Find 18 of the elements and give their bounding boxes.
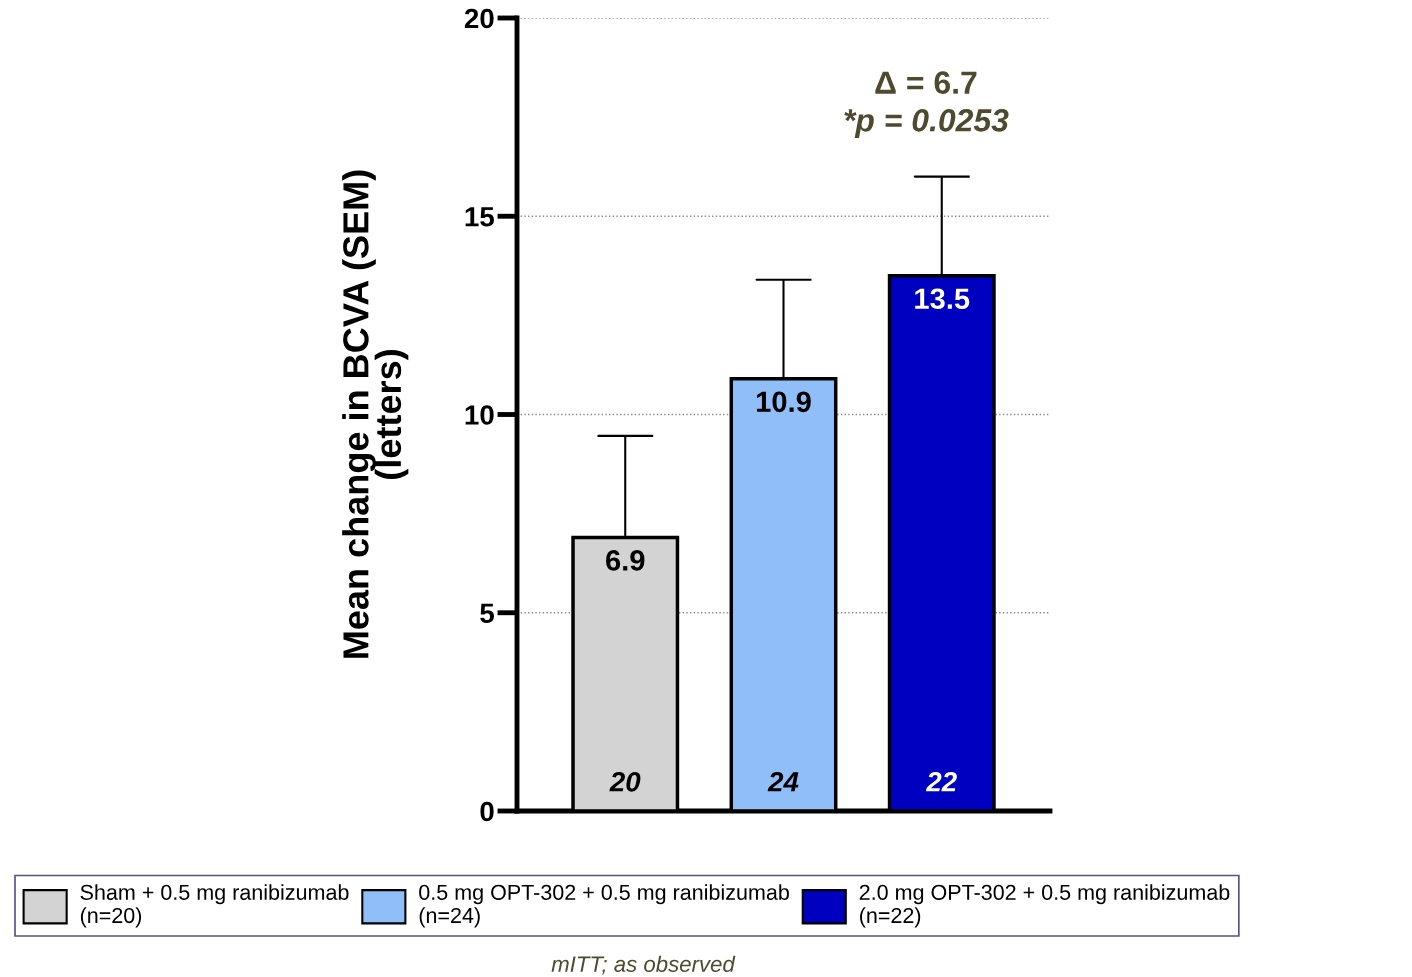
annotation: 24 <box>767 771 799 792</box>
legend-label: 0.5 mg OPT-302 + 0.5 mg ranibizumab (n=24) <box>419 884 789 928</box>
data-label: 10.9 <box>756 391 811 413</box>
annotation: *p = 0.0253 <box>844 109 1009 138</box>
y-tick-label: 5 <box>480 603 495 624</box>
annotation: Δ = 6.7 <box>875 71 977 94</box>
y-axis-title: Mean change in BCVA (SEM) (letters) <box>342 170 409 658</box>
y-tick-label: 15 <box>465 207 495 227</box>
legend-label: Sham + 0.5 mg ranibizumab (n=20) <box>80 884 349 928</box>
legend-label: 2.0 mg OPT-302 + 0.5 mg ranibizumab (n=22) <box>859 884 1230 928</box>
y-tick-label: 20 <box>464 8 494 29</box>
y-tick-label: 10 <box>465 405 494 425</box>
y-tick-label: 0 <box>480 801 494 822</box>
data-label: 13.5 <box>915 288 970 310</box>
annotation: 20 <box>609 771 641 792</box>
data-label: 6.9 <box>606 550 645 571</box>
annotation: 22 <box>925 771 957 792</box>
text: mITT; as observed <box>551 955 736 975</box>
